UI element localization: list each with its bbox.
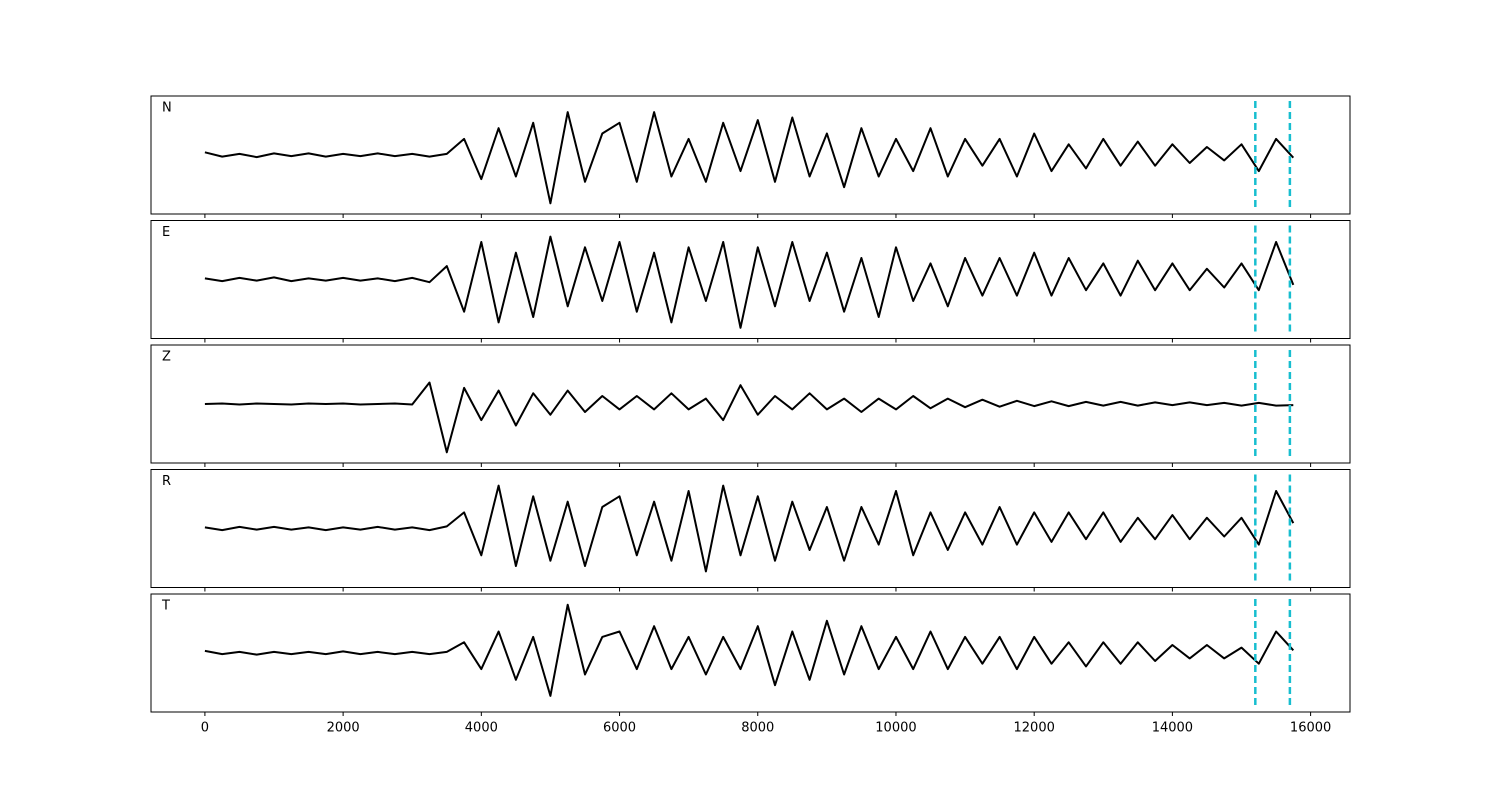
- x-tick-label: 14000: [1152, 721, 1193, 736]
- panel-frame: [150, 95, 1351, 215]
- panel-frame: [150, 220, 1351, 339]
- x-tick-label: 6000: [603, 721, 636, 736]
- panel-label: N: [162, 101, 172, 116]
- panel-label: R: [162, 474, 171, 489]
- x-tick-label: 4000: [465, 721, 498, 736]
- x-tick-label: 8000: [741, 721, 774, 736]
- x-tick-label: 10000: [875, 721, 916, 736]
- panel-label: T: [161, 599, 170, 614]
- waveform: [204, 381, 1294, 454]
- x-tick-label: 16000: [1290, 721, 1331, 736]
- panel-frame: [150, 469, 1351, 588]
- panel-label: Z: [162, 350, 171, 365]
- waveform: [204, 235, 1295, 329]
- waveform: [204, 484, 1295, 573]
- waveform: [204, 111, 1295, 205]
- panel-label: E: [162, 225, 170, 240]
- x-tick-label: 2000: [327, 721, 360, 736]
- waveform: [204, 603, 1295, 697]
- x-tick-label: 12000: [1014, 721, 1055, 736]
- panel-frame: [150, 344, 1351, 464]
- panel-frame: [150, 593, 1351, 713]
- x-tick-label: 0: [201, 721, 209, 736]
